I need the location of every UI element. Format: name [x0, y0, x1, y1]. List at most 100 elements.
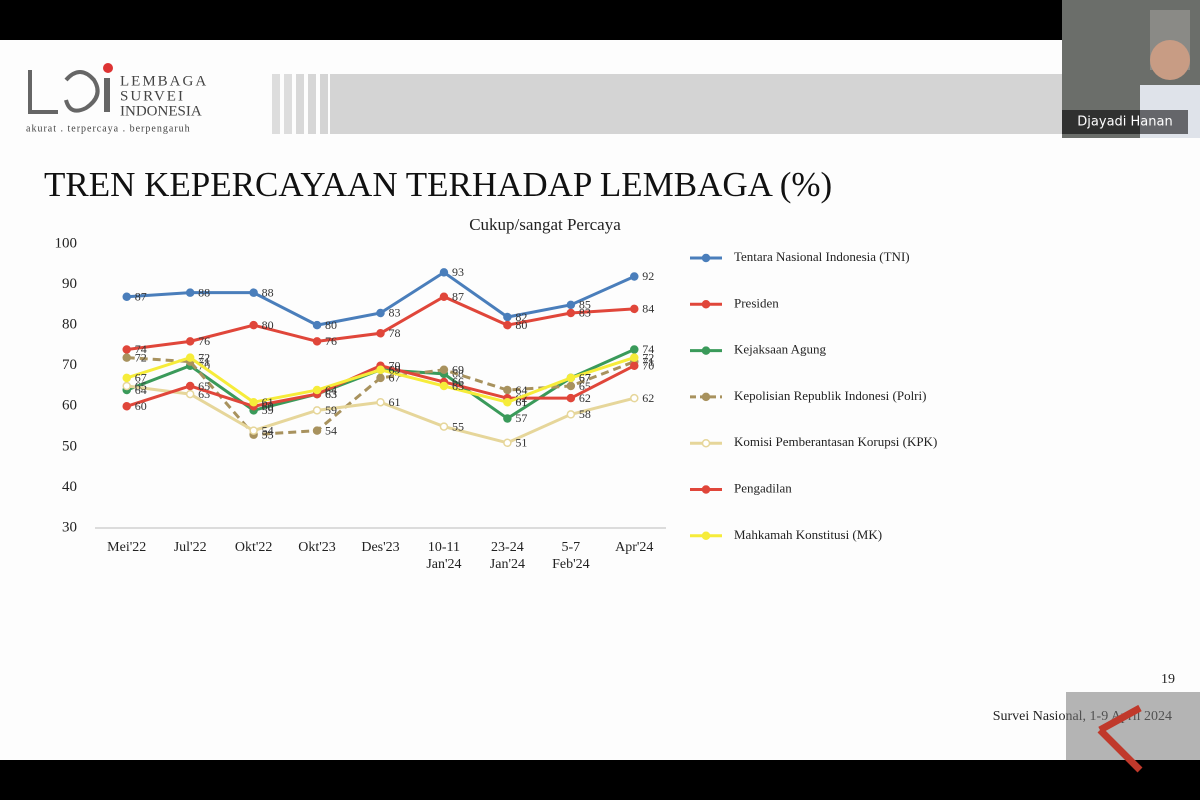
data-label: 72 — [135, 350, 147, 364]
x-tick-label: Mei'22 — [107, 540, 146, 555]
data-label: 60 — [135, 399, 147, 413]
data-point — [630, 361, 639, 370]
data-label: 83 — [389, 306, 401, 320]
data-point — [312, 406, 322, 415]
top-bar — [0, 0, 1200, 40]
legend-marker — [701, 531, 711, 541]
data-point — [185, 337, 195, 346]
data-point — [122, 353, 131, 362]
data-label: 69 — [389, 363, 401, 377]
data-point — [439, 365, 449, 375]
data-point — [566, 300, 576, 310]
data-point — [566, 308, 576, 318]
y-tick-label: 50 — [62, 438, 77, 454]
x-tick-label: 10-11 — [428, 540, 460, 555]
chart-subtitle: Cukup/sangat Percaya — [469, 215, 621, 234]
header-band — [330, 74, 1062, 134]
data-label: 53 — [262, 427, 274, 441]
data-point — [312, 426, 322, 435]
data-point — [376, 329, 385, 338]
chart: 30 40 50 60 70 80 90 100 Mei'22 Jul'22 Okt'22 Okt'2… — [55, 235, 938, 572]
data-label: 59 — [262, 403, 274, 417]
data-label: 54 — [262, 423, 274, 437]
legend-marker — [701, 392, 711, 402]
data-label: 72 — [642, 350, 654, 364]
data-point — [312, 320, 322, 330]
y-tick-label: 90 — [62, 276, 77, 292]
y-tick-label: 40 — [62, 479, 77, 495]
data-point — [566, 393, 576, 403]
legend-marker — [701, 300, 711, 309]
data-label: 76 — [325, 334, 337, 348]
data-label: 87 — [135, 289, 147, 303]
x-tick-label: Apr'24 — [615, 540, 653, 555]
data-point — [630, 345, 639, 354]
data-point — [630, 353, 639, 362]
logo-text: LEMBAGA — [120, 73, 208, 89]
x-tick-label: Okt'22 — [235, 540, 273, 555]
legend-label: Kepolisian Republik Indonesi (Polri) — [734, 388, 926, 403]
legend-label: Komisi Pemberantasan Korupsi (KPK) — [734, 434, 937, 449]
data-point — [503, 312, 512, 322]
data-label: 67 — [579, 371, 591, 385]
logo-bar — [104, 78, 110, 112]
stripe — [296, 74, 304, 134]
x-tick-label: 23-24 — [491, 540, 524, 555]
data-label: 93 — [452, 265, 464, 279]
stripe — [284, 74, 292, 134]
data-label: 78 — [389, 326, 401, 340]
data-label: 60 — [262, 399, 274, 413]
data-point — [376, 365, 385, 375]
data-label: 84 — [642, 302, 654, 316]
data-label: 80 — [515, 318, 527, 332]
legend-label: Pengadilan — [734, 480, 792, 495]
data-label: 87 — [452, 289, 464, 303]
data-label: 70 — [642, 358, 654, 372]
page-number: 19 — [1161, 672, 1175, 687]
stripe — [320, 74, 328, 134]
data-point — [312, 385, 322, 395]
data-label: 61 — [389, 395, 401, 409]
data-point — [630, 393, 639, 403]
data-point — [439, 268, 449, 277]
data-point — [439, 292, 449, 301]
data-label: 62 — [579, 391, 591, 405]
data-point — [630, 304, 639, 314]
data-point — [503, 414, 512, 423]
y-tick-label: 80 — [62, 317, 77, 333]
x-tick-label: Okt'23 — [298, 540, 336, 555]
data-label: 63 — [325, 387, 337, 401]
data-point — [312, 337, 322, 346]
data-label: 64 — [515, 383, 527, 397]
data-point — [249, 320, 258, 330]
data-point — [185, 381, 195, 391]
data-label: 88 — [198, 285, 210, 299]
header-stripes — [272, 74, 328, 134]
data-label: 88 — [262, 285, 274, 299]
data-label: 85 — [579, 298, 591, 312]
x-tick-label: Jan'24 — [426, 557, 461, 572]
data-label: 62 — [642, 391, 654, 405]
data-point — [503, 438, 512, 448]
data-point — [439, 422, 449, 431]
data-label: 74 — [642, 342, 654, 356]
data-point — [122, 345, 131, 354]
legend-label: Mahkamah Konstitusi (MK) — [734, 527, 882, 542]
data-point — [249, 397, 258, 407]
data-point — [122, 292, 131, 301]
data-label: 61 — [515, 395, 527, 409]
data-point — [122, 402, 131, 411]
legend-label: Presiden — [734, 295, 779, 310]
logo-mark — [28, 70, 100, 114]
legend-label: Kejaksaan Agung — [734, 342, 827, 357]
x-tick-label: 5-7 — [561, 540, 580, 555]
logo-text: INDONESIA — [120, 103, 202, 119]
data-label: 83 — [579, 306, 591, 320]
y-tick-label: 60 — [62, 398, 77, 414]
data-label: 54 — [325, 423, 337, 437]
legend-label: Tentara Nasional Indonesia (TNI) — [734, 249, 910, 264]
data-label: 69 — [452, 363, 464, 377]
data-label: 64 — [325, 383, 337, 397]
